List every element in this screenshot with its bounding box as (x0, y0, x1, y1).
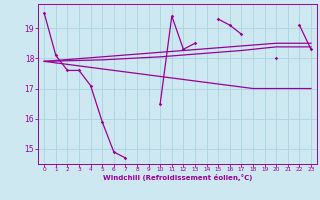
X-axis label: Windchill (Refroidissement éolien,°C): Windchill (Refroidissement éolien,°C) (103, 174, 252, 181)
